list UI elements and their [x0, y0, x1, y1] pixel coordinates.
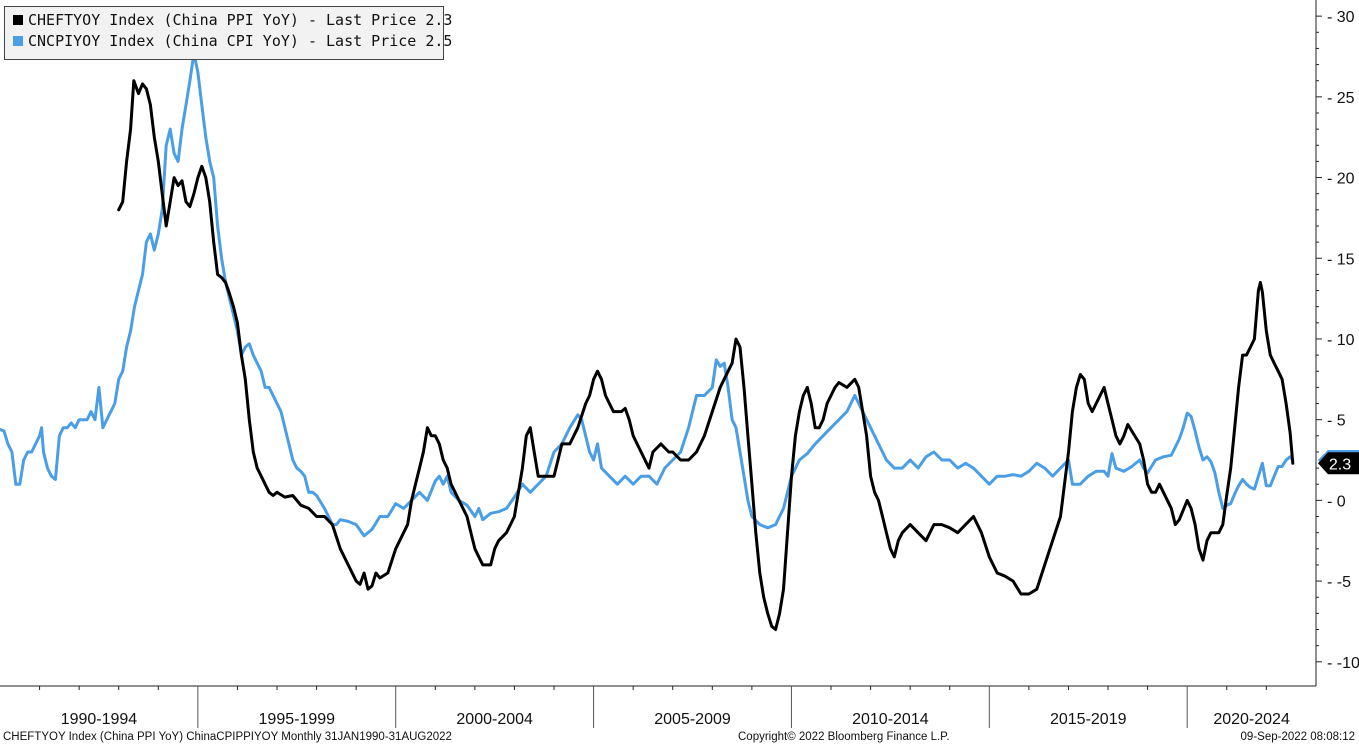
x-period-label: 2000-2004: [456, 711, 533, 728]
cpi-series-line: [0, 51, 1295, 538]
x-period-label: 2020-2024: [1213, 711, 1290, 728]
series-layer: [0, 51, 1295, 631]
y-tick-label: - 5: [1327, 413, 1346, 430]
y-tick-label: - 30: [1327, 9, 1355, 26]
footer-source-text: CHEFTYOY Index (China PPI YoY) ChinaCPIP…: [3, 731, 452, 743]
y-tick-label: - -10: [1327, 655, 1359, 672]
x-period-label: 2015-2019: [1050, 711, 1127, 728]
x-period-label: 1995-1999: [259, 711, 336, 728]
legend-label-ppi: CHEFTYOY Index (China PPI YoY) - Last Pr…: [28, 11, 453, 29]
legend-item-ppi: CHEFTYOY Index (China PPI YoY) - Last Pr…: [13, 10, 452, 31]
legend-label-cpi: CNCPIYOY Index (China CPI YoY) - Last Pr…: [28, 32, 453, 50]
y-tick-label: - 10: [1327, 332, 1355, 349]
ppi-swatch-icon: [13, 15, 23, 25]
y-tick-label: - 15: [1327, 251, 1355, 268]
y-tick-label: - -5: [1327, 574, 1351, 591]
axes-layer: [0, 0, 1322, 728]
y-tick-label: - 0: [1327, 493, 1346, 510]
x-period-label: 2010-2014: [852, 711, 929, 728]
ppi-series-line: [117, 79, 1295, 631]
footer-timestamp: 09-Sep-2022 08:08:12: [1240, 731, 1355, 743]
x-period-label: 2005-2009: [654, 711, 731, 728]
y-tick-label: - 20: [1327, 171, 1355, 188]
ppi-last-price-tag: [1318, 452, 1359, 475]
x-period-label: 1990-1994: [61, 711, 138, 728]
label-layer: - -10 - -5 - 0 - 5 - 10 - 15 - 20 - 25 - 30 1990-…: [61, 9, 1359, 728]
footer-copyright: Copyright© 2022 Bloomberg Finance L.P.: [738, 731, 950, 743]
legend: CHEFTYOY Index (China PPI YoY) - Last Pr…: [4, 6, 452, 60]
cpi-swatch-icon: [13, 36, 23, 46]
legend-item-cpi: CNCPIYOY Index (China CPI YoY) - Last Pr…: [13, 31, 452, 52]
y-tick-label: - 25: [1327, 90, 1355, 107]
ppi-last-price-label: 2.3: [1329, 456, 1351, 473]
